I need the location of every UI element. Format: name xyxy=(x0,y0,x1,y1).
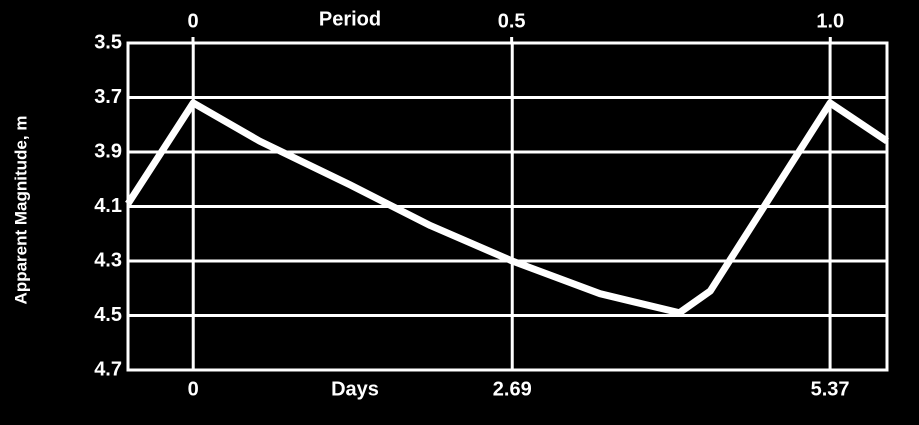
x-tick-label: 0 xyxy=(188,378,199,400)
y-tick-label: 3.9 xyxy=(94,140,122,162)
y-tick-label: 4.3 xyxy=(94,249,122,271)
data-line xyxy=(125,99,889,317)
y-tick-label: 3.5 xyxy=(94,31,122,53)
y-tick-label: 3.7 xyxy=(94,86,122,108)
y-tick-label: 4.1 xyxy=(94,195,122,217)
x-axis-label: Days xyxy=(331,378,379,400)
x-tick-label: 5.37 xyxy=(811,378,850,400)
y-tick-label: 4.7 xyxy=(94,358,122,380)
y-tick-label: 4.5 xyxy=(94,304,122,326)
x2-tick-label: 1.0 xyxy=(816,10,844,32)
x2-tick-label: 0.5 xyxy=(498,10,526,32)
y-axis-label: Apparent Magnitude, m xyxy=(11,116,30,305)
x-tick-label: 2.69 xyxy=(493,378,532,400)
x2-tick-label: 0 xyxy=(187,10,198,32)
x2-axis-label: Period xyxy=(319,8,381,30)
